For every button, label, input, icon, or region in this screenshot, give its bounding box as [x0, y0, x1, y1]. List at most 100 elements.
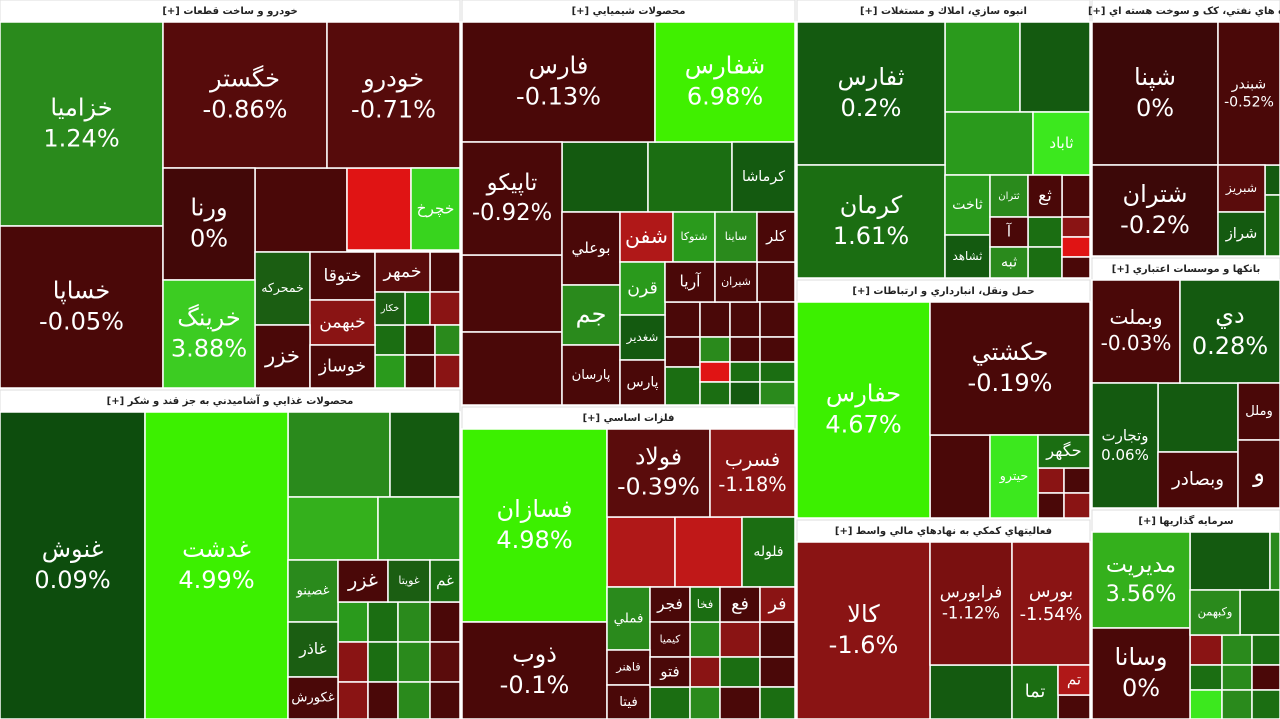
- tile: [729, 361, 761, 383]
- tile-name: خرينگ: [177, 303, 240, 331]
- tile: [689, 686, 721, 719]
- tile: [429, 251, 461, 293]
- tile: [1221, 689, 1253, 719]
- tile: [410, 167, 461, 251]
- tile: [664, 261, 716, 303]
- tile: [287, 676, 339, 719]
- tile: [1189, 689, 1223, 719]
- tile-name: ورنا: [190, 193, 227, 221]
- tile-change: -0.39%: [617, 473, 700, 501]
- tile: [759, 336, 796, 363]
- tile-name: ثتران: [998, 191, 1020, 202]
- tile: [1217, 164, 1266, 213]
- tile: [719, 686, 761, 719]
- tile: [561, 344, 621, 406]
- tile: [756, 261, 796, 303]
- tile-name: دي: [1215, 301, 1244, 329]
- tile: [944, 21, 1021, 113]
- tile-name: خساپا: [53, 276, 111, 304]
- tile: [1027, 174, 1063, 218]
- tile: [429, 559, 461, 603]
- tile: [374, 251, 431, 293]
- tile: [1221, 634, 1253, 666]
- tile: [796, 541, 931, 719]
- tile: [429, 601, 461, 643]
- sector-title: سرمايه گذاريها [+]: [1138, 514, 1233, 527]
- tile: [1037, 492, 1065, 519]
- tile: [1251, 634, 1280, 666]
- tile: [162, 279, 256, 389]
- tile: [337, 601, 369, 643]
- tile-name: وملل: [1245, 404, 1273, 419]
- tile-name: ساينا: [725, 230, 747, 243]
- tile: [1237, 439, 1280, 509]
- sector: فلزات اساسي [+] فسازان 4.98% ذوب -0.1% فولاد -…: [461, 406, 796, 719]
- tile-name: آ: [1006, 223, 1012, 241]
- tile: [619, 211, 674, 263]
- tile-name: فسازان: [496, 495, 572, 523]
- tile: [654, 21, 796, 143]
- tile: [1011, 541, 1091, 666]
- tile: [144, 411, 289, 719]
- tile-name: ثفارس: [837, 63, 904, 91]
- tile-change: -0.19%: [968, 369, 1053, 397]
- tile-change: -0.05%: [39, 308, 124, 336]
- tile: [254, 167, 348, 253]
- tile-name: ذوب: [512, 640, 557, 668]
- tile-name: تاپيكو: [486, 170, 538, 196]
- tile: [1239, 589, 1280, 636]
- tile: [759, 381, 796, 406]
- sector: انبوه سازي، املاك و مستغلات [+] ثفارس 0.2%…: [796, 0, 1091, 279]
- tile: [664, 366, 701, 406]
- tile: [0, 411, 146, 719]
- tile-name: جم: [576, 300, 607, 328]
- tile: [606, 649, 651, 686]
- tile: [674, 516, 743, 588]
- sector: فعاليتهاي كمكي به نهادهاي مالي واسط [+] ك…: [796, 519, 1091, 719]
- tile-name: فسرب: [725, 448, 780, 471]
- tile: [689, 656, 721, 688]
- tile-name: خگستر: [209, 64, 280, 92]
- tile-name: ثشاهد: [953, 249, 983, 263]
- tile: [1027, 246, 1063, 279]
- tile: [461, 21, 656, 143]
- tile-name: تم: [1067, 671, 1081, 689]
- tile: [929, 434, 991, 519]
- tile-name: شبندر: [1231, 76, 1266, 92]
- tile: [664, 301, 701, 338]
- tile: [309, 344, 376, 389]
- tile-name: حكشتي: [972, 338, 1049, 366]
- tile: [387, 559, 431, 603]
- tile-name: و: [1252, 459, 1265, 487]
- sector: بانكها و موسسات اعتباري [+] وبملت-0.03% دي…: [1091, 257, 1280, 509]
- tile: [1057, 694, 1091, 719]
- tile-name: ثاخت: [952, 197, 983, 213]
- tile: [699, 336, 731, 363]
- tile: [699, 381, 731, 406]
- tile: [1027, 216, 1063, 248]
- tile-name: تما: [1025, 682, 1046, 702]
- tile-change: -1.18%: [718, 473, 786, 496]
- tile: [1057, 664, 1091, 696]
- tile-name: خمهر: [383, 262, 422, 282]
- tile: [461, 141, 563, 256]
- tile-name: غم: [436, 572, 454, 590]
- tile-name: حگهر: [1045, 441, 1081, 461]
- tile-name: شفارس: [685, 51, 765, 79]
- tile: [404, 354, 436, 389]
- tile-name: غاذر: [298, 640, 326, 659]
- tile-change: 3.88%: [171, 335, 247, 363]
- tile-name: شپنا: [1134, 63, 1176, 91]
- tile: [429, 681, 461, 719]
- tile-name: وبملت: [1109, 305, 1162, 329]
- tile-change: 0%: [1136, 94, 1174, 122]
- tile: [1091, 531, 1191, 629]
- tile: [719, 656, 761, 688]
- tile: [741, 516, 796, 588]
- sector-title: بانكها و موسسات اعتباري [+]: [1112, 264, 1260, 275]
- tile: [1091, 382, 1159, 509]
- tile: [434, 354, 461, 389]
- tile: [929, 664, 1013, 719]
- tile-name: پارس: [626, 375, 658, 391]
- tile: [759, 686, 796, 719]
